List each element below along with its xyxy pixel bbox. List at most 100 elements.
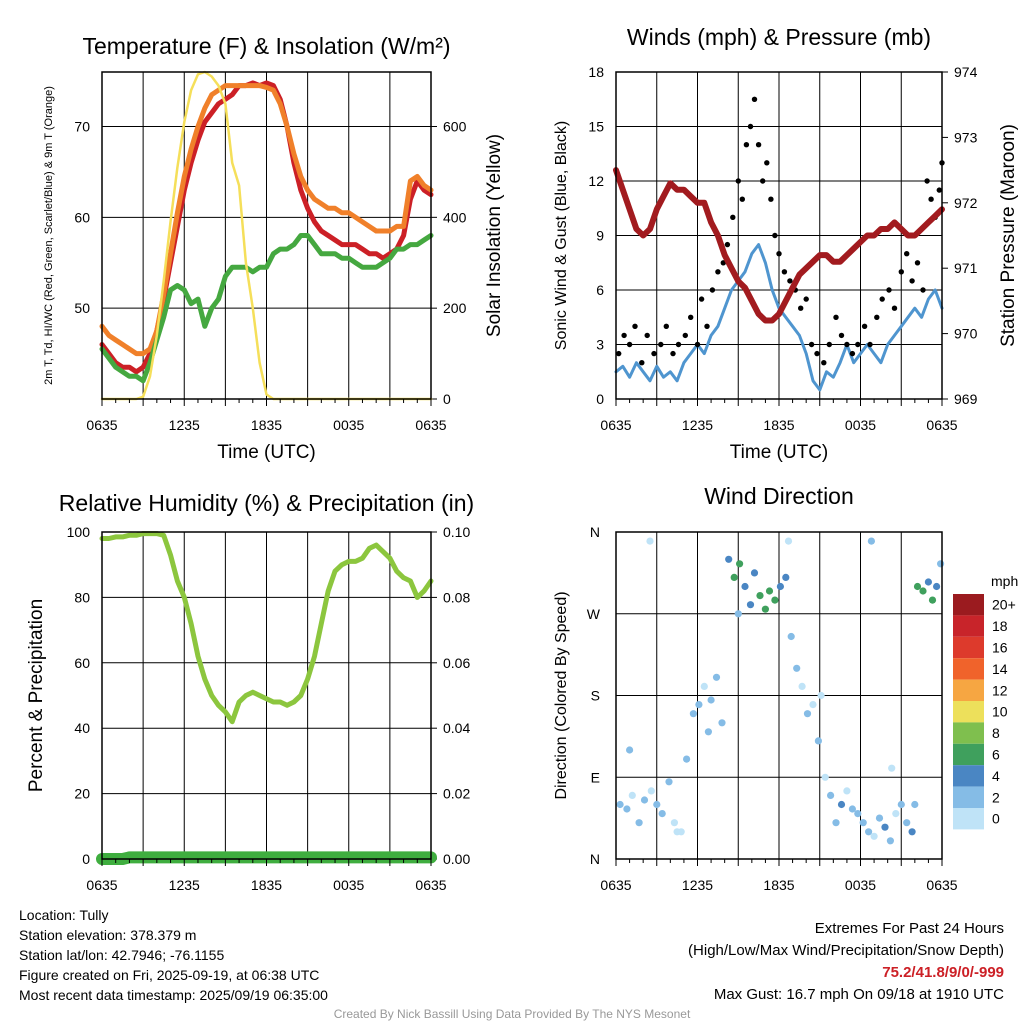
y-tick-label: 3 <box>596 337 604 353</box>
x-tick-label: 0635 <box>86 877 117 893</box>
y2-tick-label: 974 <box>954 64 978 80</box>
gust-point <box>698 296 705 302</box>
direction-point <box>725 555 733 563</box>
direction-point <box>736 560 744 568</box>
y-axis-label: Direction (Colored By Speed) <box>553 591 570 799</box>
gust-point <box>743 142 750 148</box>
gust-point <box>849 350 856 357</box>
elevation-text: Station elevation: 378.379 m <box>19 927 197 943</box>
colorbar-swatch <box>953 786 984 808</box>
direction-point <box>837 800 846 809</box>
colorbar-label: 18 <box>992 618 1008 634</box>
direction-point <box>635 819 643 827</box>
created-text: Figure created on Fri, 2025-09-19, at 06… <box>19 967 320 983</box>
location-text: Location: Tully <box>19 907 109 923</box>
y-tick-label: 15 <box>588 119 604 135</box>
y2-tick-label: 0.00 <box>443 851 470 867</box>
y2-tick-label: 0.04 <box>443 720 470 736</box>
direction-point <box>776 582 785 591</box>
x-tick-label: 0035 <box>845 417 876 433</box>
y-tick-label: S <box>591 688 600 704</box>
y2-tick-label: 0.06 <box>443 655 470 671</box>
y-tick-label: N <box>590 524 600 540</box>
gust-point <box>867 341 873 348</box>
gust-point <box>735 178 741 184</box>
direction-point <box>665 778 673 786</box>
y2-tick-label: 0.08 <box>443 589 470 605</box>
direction-point <box>814 737 823 745</box>
grid-0 <box>142 72 391 399</box>
direction-point <box>803 710 812 718</box>
direction-point <box>718 719 726 727</box>
chart-title: Temperature (F) & Insolation (W/m²) <box>82 33 450 59</box>
chart-panel-2: 0 20 40 60 80 100 0.00 0.02 0.04 0.06 0.08 0.10 0635… <box>26 490 474 893</box>
y-tick-label: 18 <box>588 64 604 80</box>
direction-point <box>683 755 691 763</box>
gust-point <box>764 160 770 166</box>
y-tick-label: 0 <box>596 391 604 407</box>
direction-point <box>646 537 654 545</box>
direction-point <box>616 800 624 809</box>
x-tick-label: 1835 <box>251 877 282 893</box>
x-tick-label: 1835 <box>251 417 282 433</box>
direction-point <box>832 819 840 827</box>
y-tick-label: 60 <box>74 209 90 225</box>
direction-point <box>859 819 867 827</box>
colorbar-label: 16 <box>992 640 1008 656</box>
gust-point <box>675 341 682 348</box>
direction-point <box>626 746 634 754</box>
colorbar-swatch <box>953 615 984 637</box>
direction-point <box>734 610 742 618</box>
colorbar-swatch <box>953 636 984 659</box>
extremes-title: Extremes For Past 24 Hours <box>814 920 1004 937</box>
chart-panel-1: 0 3 6 9 12 15 18 969 970 971 972 973 974 0635 1235 1835… <box>553 24 1019 463</box>
direction-point <box>919 587 927 595</box>
direction-point <box>670 819 679 827</box>
direction-point <box>746 601 755 609</box>
direction-point <box>928 596 937 604</box>
colorbar-label: 12 <box>992 682 1008 698</box>
direction-point <box>924 578 933 586</box>
y-tick-label: 0 <box>82 851 90 867</box>
gust-point <box>658 341 664 348</box>
gust-point <box>768 196 774 202</box>
colorbar-swatch <box>953 765 984 787</box>
gust-point <box>879 296 885 302</box>
y2-tick-label: 972 <box>954 195 978 211</box>
gust-point <box>688 314 694 320</box>
y-tick-label: 12 <box>588 173 604 189</box>
direction-point <box>653 800 661 809</box>
y2-axis-label: Station Pressure (Maroon) <box>998 124 1019 347</box>
x-tick-label: 0635 <box>926 877 957 893</box>
direction-point <box>933 582 941 591</box>
gust-point <box>704 323 710 329</box>
direction-point <box>784 537 793 545</box>
direction-point <box>817 691 825 700</box>
direction-point <box>761 605 770 613</box>
y-tick-label: 40 <box>74 720 90 736</box>
gust-point <box>886 287 892 293</box>
gust-point <box>803 296 809 302</box>
gust-point <box>709 287 716 293</box>
direction-point <box>787 632 795 641</box>
x-tick-label: 0635 <box>600 417 631 433</box>
gust-point <box>838 332 845 339</box>
direction-point <box>892 810 900 818</box>
direction-point <box>870 832 878 840</box>
gust-point <box>861 323 868 329</box>
colorbar-swatch <box>953 658 984 680</box>
direction-point <box>765 587 774 595</box>
gust-point <box>663 323 669 329</box>
y2-axis-label: Solar Insolation (Yellow) <box>484 134 505 337</box>
colorbar-label: 4 <box>992 768 1000 784</box>
direction-point <box>673 828 681 836</box>
x-tick-label: 1835 <box>763 417 794 433</box>
gust-point <box>898 269 904 275</box>
x-tick-label: 1235 <box>682 877 713 893</box>
colorbar-swatch <box>953 701 984 723</box>
gust-point <box>826 341 832 348</box>
direction-point <box>848 805 857 813</box>
gust-point <box>730 214 736 220</box>
gust-point <box>715 269 721 275</box>
